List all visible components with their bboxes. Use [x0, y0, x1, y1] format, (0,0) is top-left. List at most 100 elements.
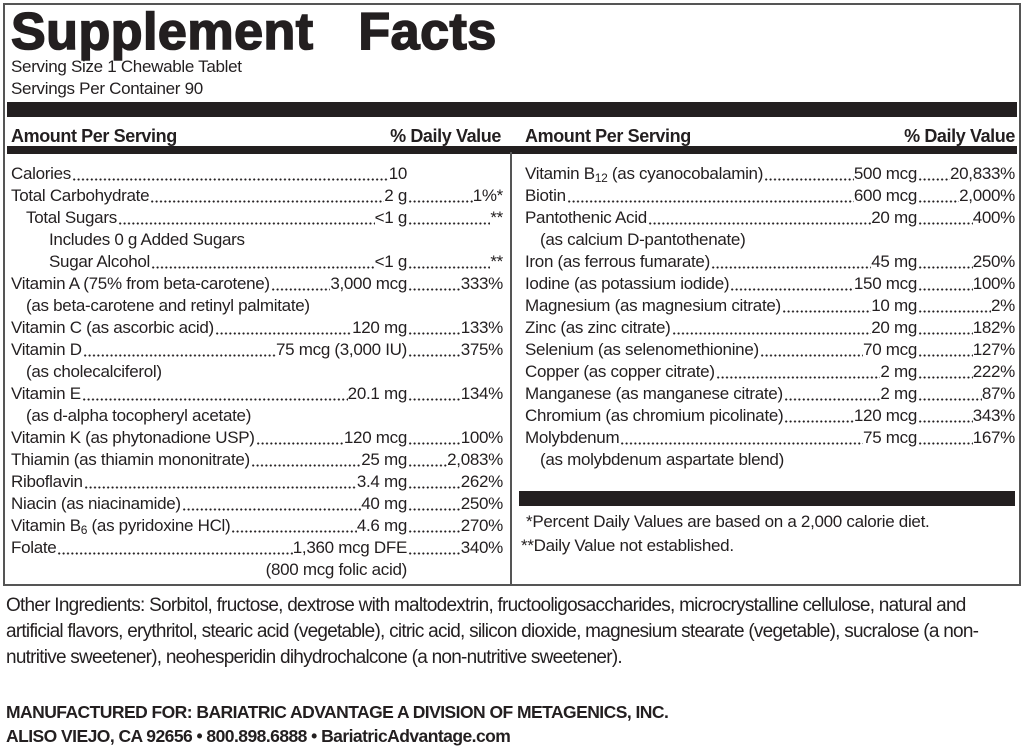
nutrient-name: Manganese (as manganese citrate) — [525, 383, 783, 405]
daily-value-cell: 2,083% — [407, 449, 503, 471]
column-divider — [510, 152, 512, 584]
daily-value: 87% — [981, 384, 1015, 403]
dot-leader — [917, 317, 973, 339]
nutrient-main: Vitamin D 75 mcg (3,000 IU) — [11, 339, 407, 361]
nutrient-name-text: Vitamin K (as phytonadione USP) — [11, 428, 255, 447]
nutrient-note: (as cholecalciferol) — [11, 361, 503, 383]
dot-leader — [149, 185, 385, 207]
nutrient-row: Iodine (as potassium iodide) 150 mcg 100% — [525, 273, 1015, 295]
nutrient-amount: 75 mcg — [863, 428, 917, 447]
daily-value: ** — [490, 208, 503, 227]
amount-per-serving-label: Amount Per Serving — [11, 126, 177, 146]
nutrient-row: Folate 1,360 mcg DFE 340% — [11, 537, 503, 559]
nutrient-amount: 600 mcg — [853, 186, 917, 205]
dot-leader — [917, 405, 973, 427]
right-nutrient-list: Vitamin B12 (as cyanocobalamin) 500 mcg 2… — [525, 159, 1015, 471]
nutrient-name: Selenium (as selenomethionine) — [525, 339, 759, 361]
daily-value: 222% — [972, 362, 1016, 381]
nutrient-row: Selenium (as selenomethionine) 70 mcg 127% — [525, 339, 1015, 361]
nutrient-name-text: Vitamin A (75% from beta-carotene) — [11, 274, 270, 293]
nutrient-row: Vitamin D 75 mcg (3,000 IU) 375% — [11, 339, 503, 361]
manufacturer-line: MANUFACTURED FOR: BARIATRIC ADVANTAGE A … — [6, 702, 669, 722]
nutrient-name-rest: (as cyanocobalamin) — [607, 164, 764, 183]
nutrient-name: Iodine (as potassium iodide) — [525, 273, 730, 295]
dot-leader — [407, 251, 491, 273]
daily-value-cell: 100% — [917, 273, 1015, 295]
daily-value-cell: 167% — [917, 427, 1015, 449]
nutrient-name-text: Magnesium (as magnesium citrate) — [525, 296, 781, 315]
daily-value-cell: 250% — [917, 251, 1015, 273]
nutrient-main: Vitamin B6 (as pyridoxine HCl) 4.6 mg — [11, 515, 407, 537]
nutrient-source-note: (as cholecalciferol) — [26, 362, 162, 381]
dot-leader — [407, 537, 461, 559]
daily-value-cell: 250% — [407, 493, 503, 515]
footnote-not-established: **Daily Value not established. — [521, 536, 734, 555]
nutrient-amount: 1,360 mcg DFE — [292, 538, 408, 557]
nutrient-name: Vitamin B6 (as pyridoxine HCl) — [11, 515, 231, 537]
dot-leader — [81, 339, 277, 361]
daily-value-cell: ** — [407, 207, 503, 229]
daily-value-cell: ** — [407, 251, 503, 273]
nutrient-row: Vitamin E 20.1 mg 134% — [11, 383, 503, 405]
nutrient-name-text: Folate — [11, 538, 57, 557]
daily-value: 1%* — [472, 186, 504, 205]
nutrient-main: Iron (as ferrous fumarate) 45 mg — [525, 251, 917, 273]
nutrient-main: Vitamin K (as phytonadione USP) 120 mcg — [11, 427, 407, 449]
dot-leader — [70, 163, 389, 185]
daily-value-label: % Daily Value — [390, 126, 501, 146]
nutrient-row: Sugar Alcohol <1 g ** — [11, 251, 503, 273]
daily-value-cell: 87% — [917, 383, 1015, 405]
daily-value-cell: 400% — [917, 207, 1015, 229]
nutrient-name: Vitamin B12 (as cyanocobalamin) — [525, 163, 763, 185]
nutrient-row: Niacin (as niacinamide) 40 mg 250% — [11, 493, 503, 515]
daily-value: 134% — [460, 384, 504, 403]
nutrient-row: Zinc (as zinc citrate) 20 mg 182% — [525, 317, 1015, 339]
nutrient-name-text: Riboflavin — [11, 472, 83, 491]
nutrient-name: Vitamin D — [11, 339, 82, 361]
nutrient-name-text: Total Carbohydrate — [11, 186, 150, 205]
nutrient-name: Pantothenic Acid — [525, 207, 647, 229]
dot-leader — [714, 361, 881, 383]
daily-value: 400% — [972, 208, 1016, 227]
daily-value-cell: 182% — [917, 317, 1015, 339]
nutrient-name-text: Biotin — [525, 186, 566, 205]
daily-value: 343% — [972, 406, 1016, 425]
dot-leader — [80, 383, 348, 405]
daily-value: 375% — [460, 340, 504, 359]
manufacturer-contact: ALISO VIEJO, CA 92656 • 800.898.6888 • B… — [6, 726, 511, 746]
nutrient-source-note: (as calcium D-pantothenate) — [540, 230, 746, 249]
daily-value-cell: 2,000% — [917, 185, 1015, 207]
dot-leader — [56, 537, 293, 559]
daily-value-cell: 340% — [407, 537, 503, 559]
nutrient-main: Copper (as copper citrate) 2 mg — [525, 361, 917, 383]
nutrient-name-text: Selenium (as selenomethionine) — [525, 340, 759, 359]
nutrient-amount: 20.1 mg — [347, 384, 408, 403]
nutrient-main: Folate 1,360 mcg DFE — [11, 537, 407, 559]
daily-value: 100% — [460, 428, 504, 447]
nutrient-note: Includes 0 g Added Sugars — [11, 229, 503, 251]
dot-leader — [646, 207, 872, 229]
nutrient-row: Total Carbohydrate 2 g 1%* — [11, 185, 503, 207]
nutrient-amount: 20 mg — [871, 208, 917, 227]
dot-leader — [917, 295, 992, 317]
dot-leader — [917, 251, 973, 273]
nutrient-note: (as calcium D-pantothenate) — [525, 229, 1015, 251]
nutrient-row: Pantothenic Acid 20 mg 400% — [525, 207, 1015, 229]
daily-value-cell: 134% — [407, 383, 503, 405]
nutrient-row: Riboflavin 3.4 mg 262% — [11, 471, 503, 493]
servings-per-container: Servings Per Container 90 — [11, 79, 203, 98]
daily-value-cell: 333% — [407, 273, 503, 295]
nutrient-note: (800 mcg folic acid) — [11, 559, 503, 581]
dot-leader — [917, 273, 973, 295]
nutrient-main: Sugar Alcohol <1 g — [11, 251, 407, 273]
nutrient-name: Niacin (as niacinamide) — [11, 493, 181, 515]
daily-value: 333% — [460, 274, 504, 293]
nutrient-row: Vitamin B12 (as cyanocobalamin) 500 mcg 2… — [525, 163, 1015, 185]
nutrient-main: Total Carbohydrate 2 g — [11, 185, 407, 207]
nutrient-amount: 3.4 mg — [356, 472, 407, 491]
dot-leader — [150, 251, 375, 273]
supplement-facts-panel: Supplement Facts Serving Size 1 Chewable… — [3, 2, 1021, 586]
footnote-divider — [519, 491, 1015, 506]
dot-leader — [670, 317, 872, 339]
nutrient-amount: 75 mcg (3,000 IU) — [276, 340, 407, 359]
